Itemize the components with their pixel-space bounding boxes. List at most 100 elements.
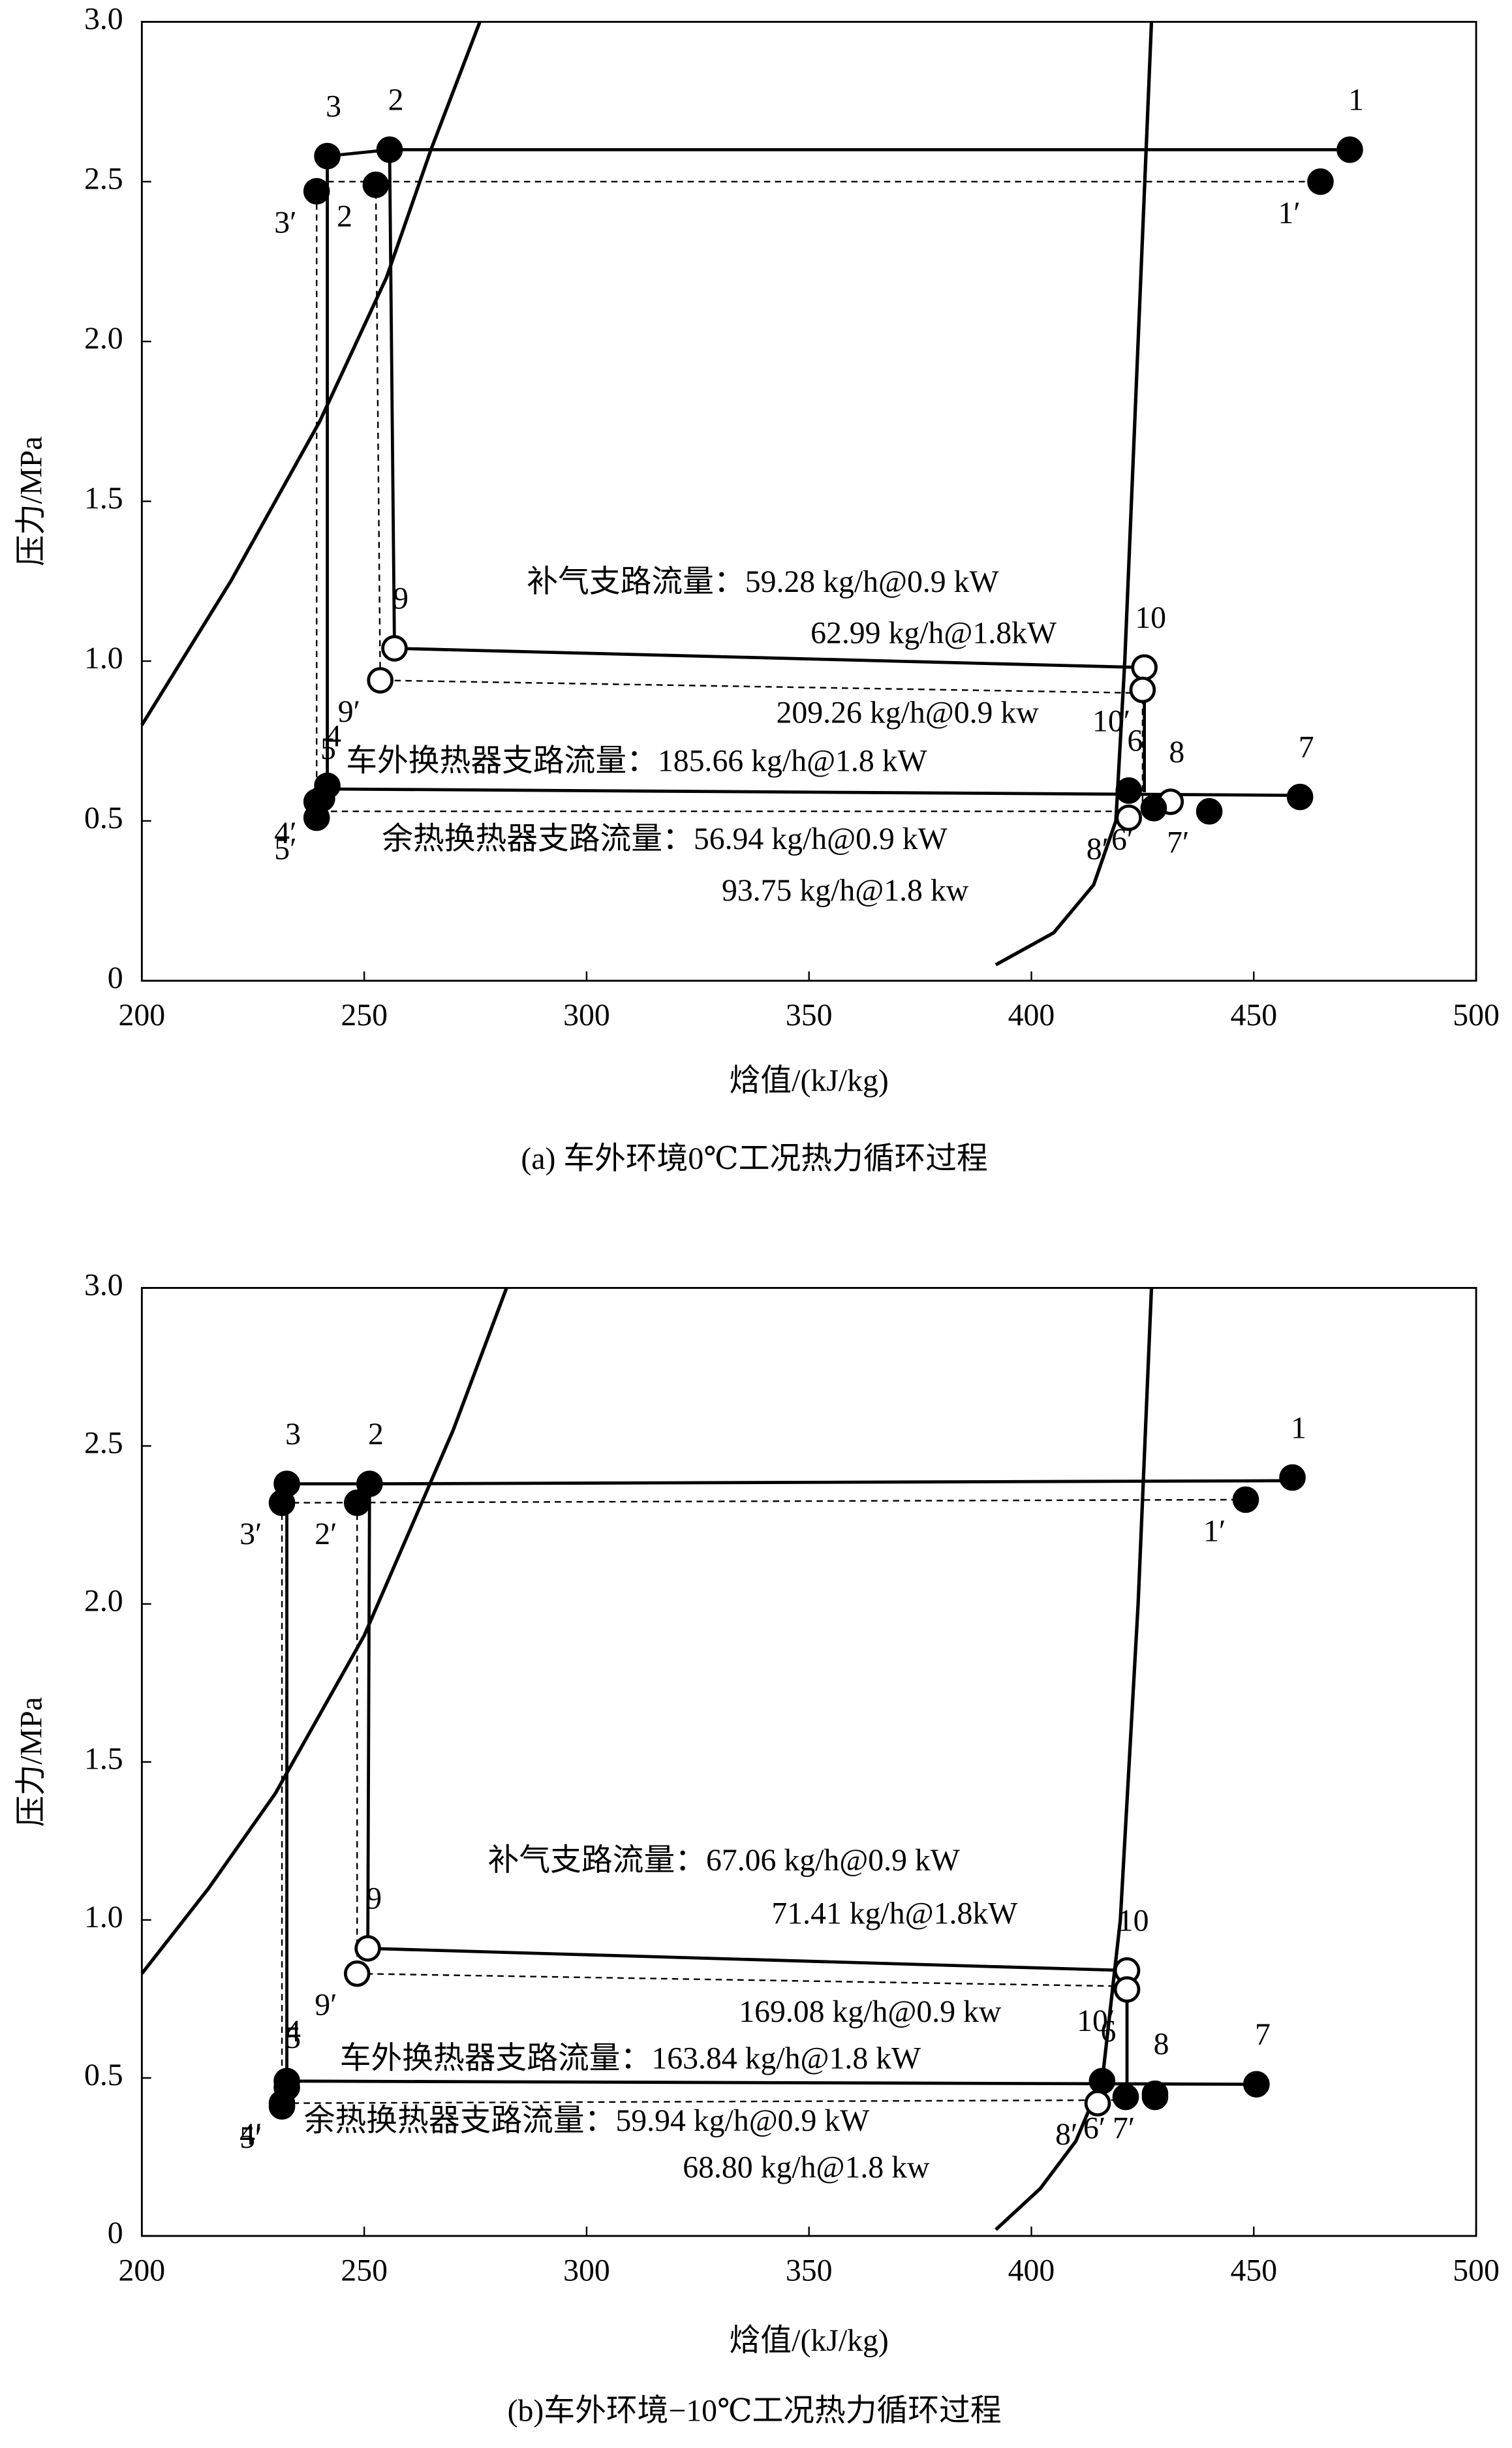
point-label: 1′ — [1278, 196, 1301, 230]
point-label: 2 — [368, 1417, 384, 1451]
x-tick-label: 200 — [119, 2253, 166, 2287]
annotation: 余热换热器支路流量：56.94 kg/h@0.9 kW — [382, 822, 948, 856]
point-label: 2′ — [315, 1517, 337, 1551]
state-point — [381, 635, 408, 662]
x-axis-label: 焓值/(kJ/kg) — [730, 1063, 889, 1098]
point-label: 8 — [1154, 2026, 1169, 2061]
state-point — [268, 2093, 296, 2120]
point-label: 4 — [285, 2014, 301, 2049]
saturation-curve — [140, 21, 482, 726]
saturation-curve — [995, 22, 1154, 967]
x-tick-label: 300 — [563, 2253, 610, 2287]
state-point — [1243, 2071, 1270, 2098]
x-tick-label: 200 — [119, 998, 166, 1032]
point-label: 7′ — [1113, 2111, 1135, 2146]
point-label: 9 — [366, 1882, 382, 1916]
point-label: 1 — [1291, 1410, 1306, 1445]
point-label: 5′ — [239, 2120, 262, 2155]
point-label: 9′ — [338, 694, 360, 729]
point-label: 4′ — [239, 2117, 262, 2152]
state-point — [1131, 654, 1158, 681]
state-point — [1336, 136, 1363, 163]
point-label: 9′ — [315, 1988, 337, 2022]
point-label: 9 — [393, 581, 409, 616]
cycle-line — [316, 181, 1321, 813]
y-tick-label: 1.0 — [84, 641, 123, 675]
annotation: 车外换热器支路流量：163.84 kg/h@1.8 kW — [340, 2041, 921, 2075]
state-point — [1140, 794, 1167, 822]
point-label: 5′ — [274, 832, 296, 867]
y-tick-label: 2.0 — [84, 1584, 123, 1619]
caption: (a) 车外环境0℃工况热力循环过程 — [521, 1141, 987, 1176]
point-label: 4′ — [274, 816, 296, 850]
point-label: 8 — [1169, 735, 1184, 769]
annotation: 71.41 kg/h@1.8kW — [771, 1896, 1017, 1930]
x-tick-label: 250 — [341, 998, 388, 1032]
state-point — [343, 1489, 371, 1517]
state-point — [1084, 2090, 1111, 2117]
state-point — [356, 1470, 383, 1497]
state-point — [314, 142, 341, 170]
point-label: 1′ — [1203, 1513, 1226, 1548]
state-point — [362, 171, 390, 198]
point-label: 1 — [1348, 83, 1364, 117]
x-tick-label: 350 — [786, 2253, 833, 2287]
annotation: 68.80 kg/h@1.8 kw — [683, 2150, 930, 2185]
x-tick-label: 450 — [1230, 2253, 1277, 2287]
y-tick-label: 0.5 — [84, 2058, 123, 2092]
state-point — [1279, 1464, 1306, 1491]
point-label: 7 — [1255, 2017, 1271, 2052]
point-label: 3 — [285, 1417, 301, 1451]
point-label: 10′ — [1077, 2004, 1115, 2038]
plot-frame — [140, 1287, 1477, 2237]
x-tick-label: 450 — [1230, 998, 1277, 1032]
annotation: 车外换热器支路流量：185.66 kg/h@1.8 kW — [346, 744, 927, 779]
point-label: 10 — [1118, 1904, 1149, 1938]
y-axis-label: 压力/MPa — [14, 437, 49, 566]
point-label: 7′ — [1167, 826, 1189, 860]
caption: (b)车外环境−10℃工况热力循环过程 — [508, 2393, 1002, 2428]
state-point — [1115, 804, 1143, 831]
state-point — [367, 667, 393, 694]
y-tick-label: 3.0 — [84, 1, 123, 36]
annotation: 169.08 kg/h@0.9 kw — [739, 1994, 1002, 2029]
x-tick-label: 250 — [341, 2253, 388, 2287]
point-label: 6 — [1127, 724, 1143, 758]
state-point — [1141, 2083, 1169, 2111]
y-tick-label: 0 — [108, 961, 123, 995]
state-point — [1115, 777, 1143, 804]
point-label: 4 — [326, 719, 341, 753]
state-point — [1232, 1486, 1259, 1513]
state-point — [354, 1935, 381, 1962]
annotation: 余热换热器支路流量：59.94 kg/h@0.9 kW — [304, 2103, 870, 2138]
point-label: 3 — [326, 89, 341, 123]
x-tick-label: 400 — [1008, 998, 1055, 1032]
annotation: 209.26 kg/h@0.9 kw — [777, 696, 1040, 730]
y-tick-label: 0.5 — [84, 801, 123, 835]
x-axis-label: 焓值/(kJ/kg) — [730, 2323, 889, 2358]
state-point — [1113, 1976, 1141, 2003]
x-tick-label: 500 — [1453, 2253, 1500, 2287]
state-point — [1196, 798, 1223, 825]
point-label: 3′ — [239, 1517, 262, 1551]
annotation: 62.99 kg/h@1.8kW — [810, 616, 1057, 651]
point-label: 7 — [1299, 730, 1314, 764]
x-tick-label: 300 — [563, 998, 610, 1032]
point-label: 6′ — [1083, 2111, 1105, 2146]
state-point — [1088, 2068, 1116, 2095]
annotation: 补气支路流量：59.28 kg/h@0.9 kW — [527, 565, 998, 599]
point-label: 5 — [285, 2021, 301, 2055]
annotation: 93.75 kg/h@1.8 kw — [722, 873, 969, 908]
state-point — [303, 804, 330, 831]
state-point — [1129, 676, 1156, 704]
state-point — [343, 1960, 371, 1987]
state-point — [303, 178, 330, 205]
state-point — [1286, 783, 1314, 811]
x-tick-label: 350 — [786, 998, 833, 1032]
y-tick-label: 2.0 — [84, 321, 123, 356]
point-label: 10 — [1135, 600, 1166, 635]
point-label: 3′ — [274, 206, 296, 240]
state-point — [376, 136, 403, 163]
point-label: 8′ — [1087, 832, 1109, 867]
y-tick-label: 2.5 — [84, 1426, 123, 1461]
